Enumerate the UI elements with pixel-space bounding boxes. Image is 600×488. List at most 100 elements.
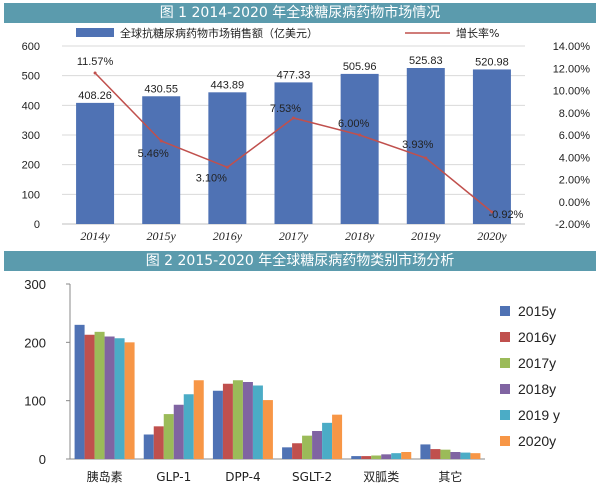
chart2-svg: 0 100 200 300 胰岛素 GLP-1 DPP-4 SGLT-2 双胍类 其它 2015y 2… bbox=[24, 277, 560, 484]
legend-swatch-bars bbox=[76, 28, 114, 37]
x-tick-label: 胰岛素 bbox=[87, 469, 123, 484]
bar bbox=[340, 73, 379, 224]
bar bbox=[391, 453, 402, 459]
x-tick-label: 双胍类 bbox=[363, 469, 399, 484]
bar bbox=[332, 414, 343, 459]
bar bbox=[142, 96, 181, 224]
x-tick-label: 2017y bbox=[279, 229, 309, 243]
line-point bbox=[424, 156, 428, 160]
y2-tick-label: 0.00% bbox=[559, 197, 590, 209]
bar bbox=[430, 449, 441, 459]
y2-tick-label: 14.00% bbox=[553, 41, 591, 53]
bar bbox=[472, 69, 511, 224]
x-tick-label: 2020y bbox=[477, 229, 507, 243]
y-tick-label: 400 bbox=[22, 100, 40, 112]
bar-data-label: 477.33 bbox=[277, 69, 311, 81]
legend-label: 2016y bbox=[518, 329, 556, 345]
bar bbox=[242, 382, 253, 459]
legend-swatch bbox=[500, 358, 510, 368]
bar-data-label: 505.96 bbox=[343, 61, 377, 73]
y-tick-label: 100 bbox=[24, 394, 46, 409]
legend-swatch bbox=[500, 410, 510, 420]
line-data-label: 7.53% bbox=[270, 103, 301, 115]
bar bbox=[143, 434, 154, 459]
bar bbox=[302, 435, 313, 459]
bar bbox=[274, 82, 313, 224]
line-point bbox=[358, 133, 362, 137]
line-data-label: 11.57% bbox=[77, 56, 114, 68]
bar-data-label: 520.98 bbox=[475, 56, 509, 68]
y-tick-label: 0 bbox=[34, 219, 40, 231]
legend-swatch bbox=[500, 384, 510, 394]
line-point bbox=[225, 165, 229, 169]
bar bbox=[312, 431, 323, 459]
y-tick-label: 0 bbox=[39, 452, 46, 467]
x-tick-label: GLP-1 bbox=[156, 470, 191, 484]
y2-tick-label: 12.00% bbox=[553, 63, 591, 75]
x-tick-label: 2018y bbox=[345, 229, 375, 243]
bar bbox=[406, 68, 445, 224]
bar bbox=[222, 383, 233, 459]
x-tick-label: SGLT-2 bbox=[292, 470, 332, 484]
line-data-label: 5.46% bbox=[138, 148, 169, 160]
chart1-svg: 0 100 200 300 400 500 600 -2.00% 0.00% 2.00% 4.00%… bbox=[22, 26, 591, 243]
y2-tick-label: 2.00% bbox=[559, 175, 590, 187]
y2-tick-label: 4.00% bbox=[559, 152, 590, 164]
legend-label: 2020y bbox=[518, 433, 556, 449]
bar bbox=[84, 334, 95, 459]
line-point bbox=[159, 139, 163, 143]
chart1-title: 图 1 2014-2020 年全球糖尿病药物市场情况 bbox=[4, 3, 596, 23]
y-tick-label: 500 bbox=[22, 71, 40, 83]
bar bbox=[470, 453, 481, 459]
legend-label-line: 增长率% bbox=[456, 26, 499, 40]
line-point bbox=[93, 71, 97, 75]
x-tick-label: 2015y bbox=[147, 229, 177, 243]
y-tick-label: 200 bbox=[22, 160, 40, 172]
bar bbox=[282, 447, 293, 459]
bar bbox=[292, 443, 303, 459]
x-tick-label: 其它 bbox=[438, 469, 462, 484]
y2-tick-label: -2.00% bbox=[555, 219, 590, 231]
legend-swatch bbox=[500, 332, 510, 342]
bar bbox=[450, 452, 461, 459]
legend-swatch bbox=[500, 306, 510, 316]
bar bbox=[163, 414, 174, 459]
bar bbox=[232, 380, 243, 459]
bar-data-label: 443.89 bbox=[211, 79, 245, 91]
x-tick-label: 2019y bbox=[411, 229, 441, 243]
bar bbox=[173, 404, 184, 459]
y2-tick-label: 8.00% bbox=[559, 108, 590, 120]
line-point bbox=[490, 210, 494, 214]
bar bbox=[193, 380, 204, 459]
bar bbox=[74, 324, 85, 459]
legend-label: 2018y bbox=[518, 381, 556, 397]
bar bbox=[440, 449, 451, 459]
bar-data-label: 430.55 bbox=[144, 83, 178, 95]
bar bbox=[212, 390, 223, 459]
y-tick-label: 300 bbox=[22, 130, 40, 142]
y-tick-label: 200 bbox=[24, 335, 46, 350]
line-data-label: 3.93% bbox=[402, 139, 433, 151]
y2-tick-label: 6.00% bbox=[559, 130, 590, 142]
legend-label: 2015y bbox=[518, 303, 556, 319]
bar bbox=[351, 456, 362, 459]
y-tick-label: 100 bbox=[22, 189, 40, 201]
bar bbox=[153, 426, 164, 459]
bar bbox=[262, 400, 273, 459]
line-data-label: -0.92% bbox=[488, 209, 523, 221]
x-tick-label: 2016y bbox=[213, 229, 243, 243]
bar bbox=[76, 102, 115, 224]
y2-tick-label: 10.00% bbox=[553, 86, 591, 98]
bar bbox=[361, 456, 372, 459]
bar bbox=[114, 338, 125, 459]
bar-data-label: 408.26 bbox=[78, 90, 112, 102]
bar bbox=[460, 452, 471, 459]
bar bbox=[252, 385, 263, 459]
chart2-title: 图 2 2015-2020 年全球糖尿病药物类别市场分析 bbox=[4, 251, 596, 271]
bar bbox=[371, 455, 382, 459]
legend-label: 2017y bbox=[518, 355, 556, 371]
legend-swatch bbox=[500, 436, 510, 446]
legend-label: 2019 y bbox=[518, 407, 560, 423]
line-data-label: 3.10% bbox=[196, 172, 227, 184]
x-tick-label: 2014y bbox=[80, 229, 110, 243]
